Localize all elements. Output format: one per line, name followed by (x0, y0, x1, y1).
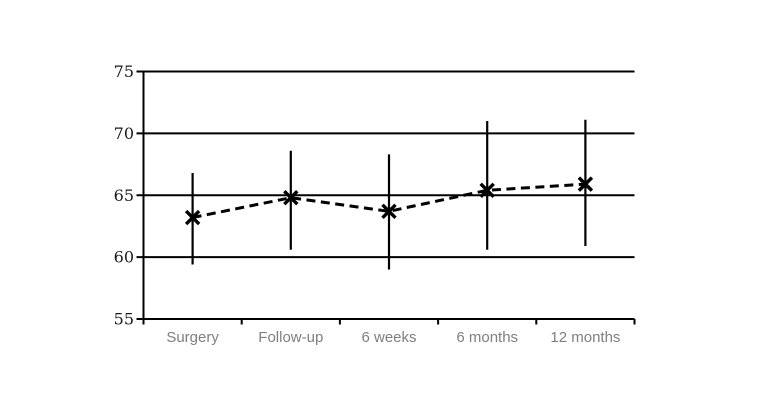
x-tick-label: 12 months (550, 329, 620, 346)
x-tick-label: 6 months (456, 329, 518, 346)
x-tick-label: Surgery (166, 329, 219, 346)
y-tick-label: 65 (114, 186, 134, 205)
y-tick-label: 55 (114, 310, 134, 329)
y-tick-label: 70 (114, 124, 134, 143)
data-marker-x (479, 182, 495, 199)
trend-line (192, 182, 586, 219)
y-tick-label: 75 (114, 62, 134, 81)
x-tick-label: Follow-up (258, 329, 323, 346)
data-marker-x (381, 203, 397, 220)
data-marker-x (184, 209, 201, 226)
x-tick-label: 6 weeks (361, 329, 416, 346)
data-marker-x (283, 190, 299, 206)
data-marker-x (577, 176, 594, 192)
y-tick-label: 60 (114, 248, 134, 267)
